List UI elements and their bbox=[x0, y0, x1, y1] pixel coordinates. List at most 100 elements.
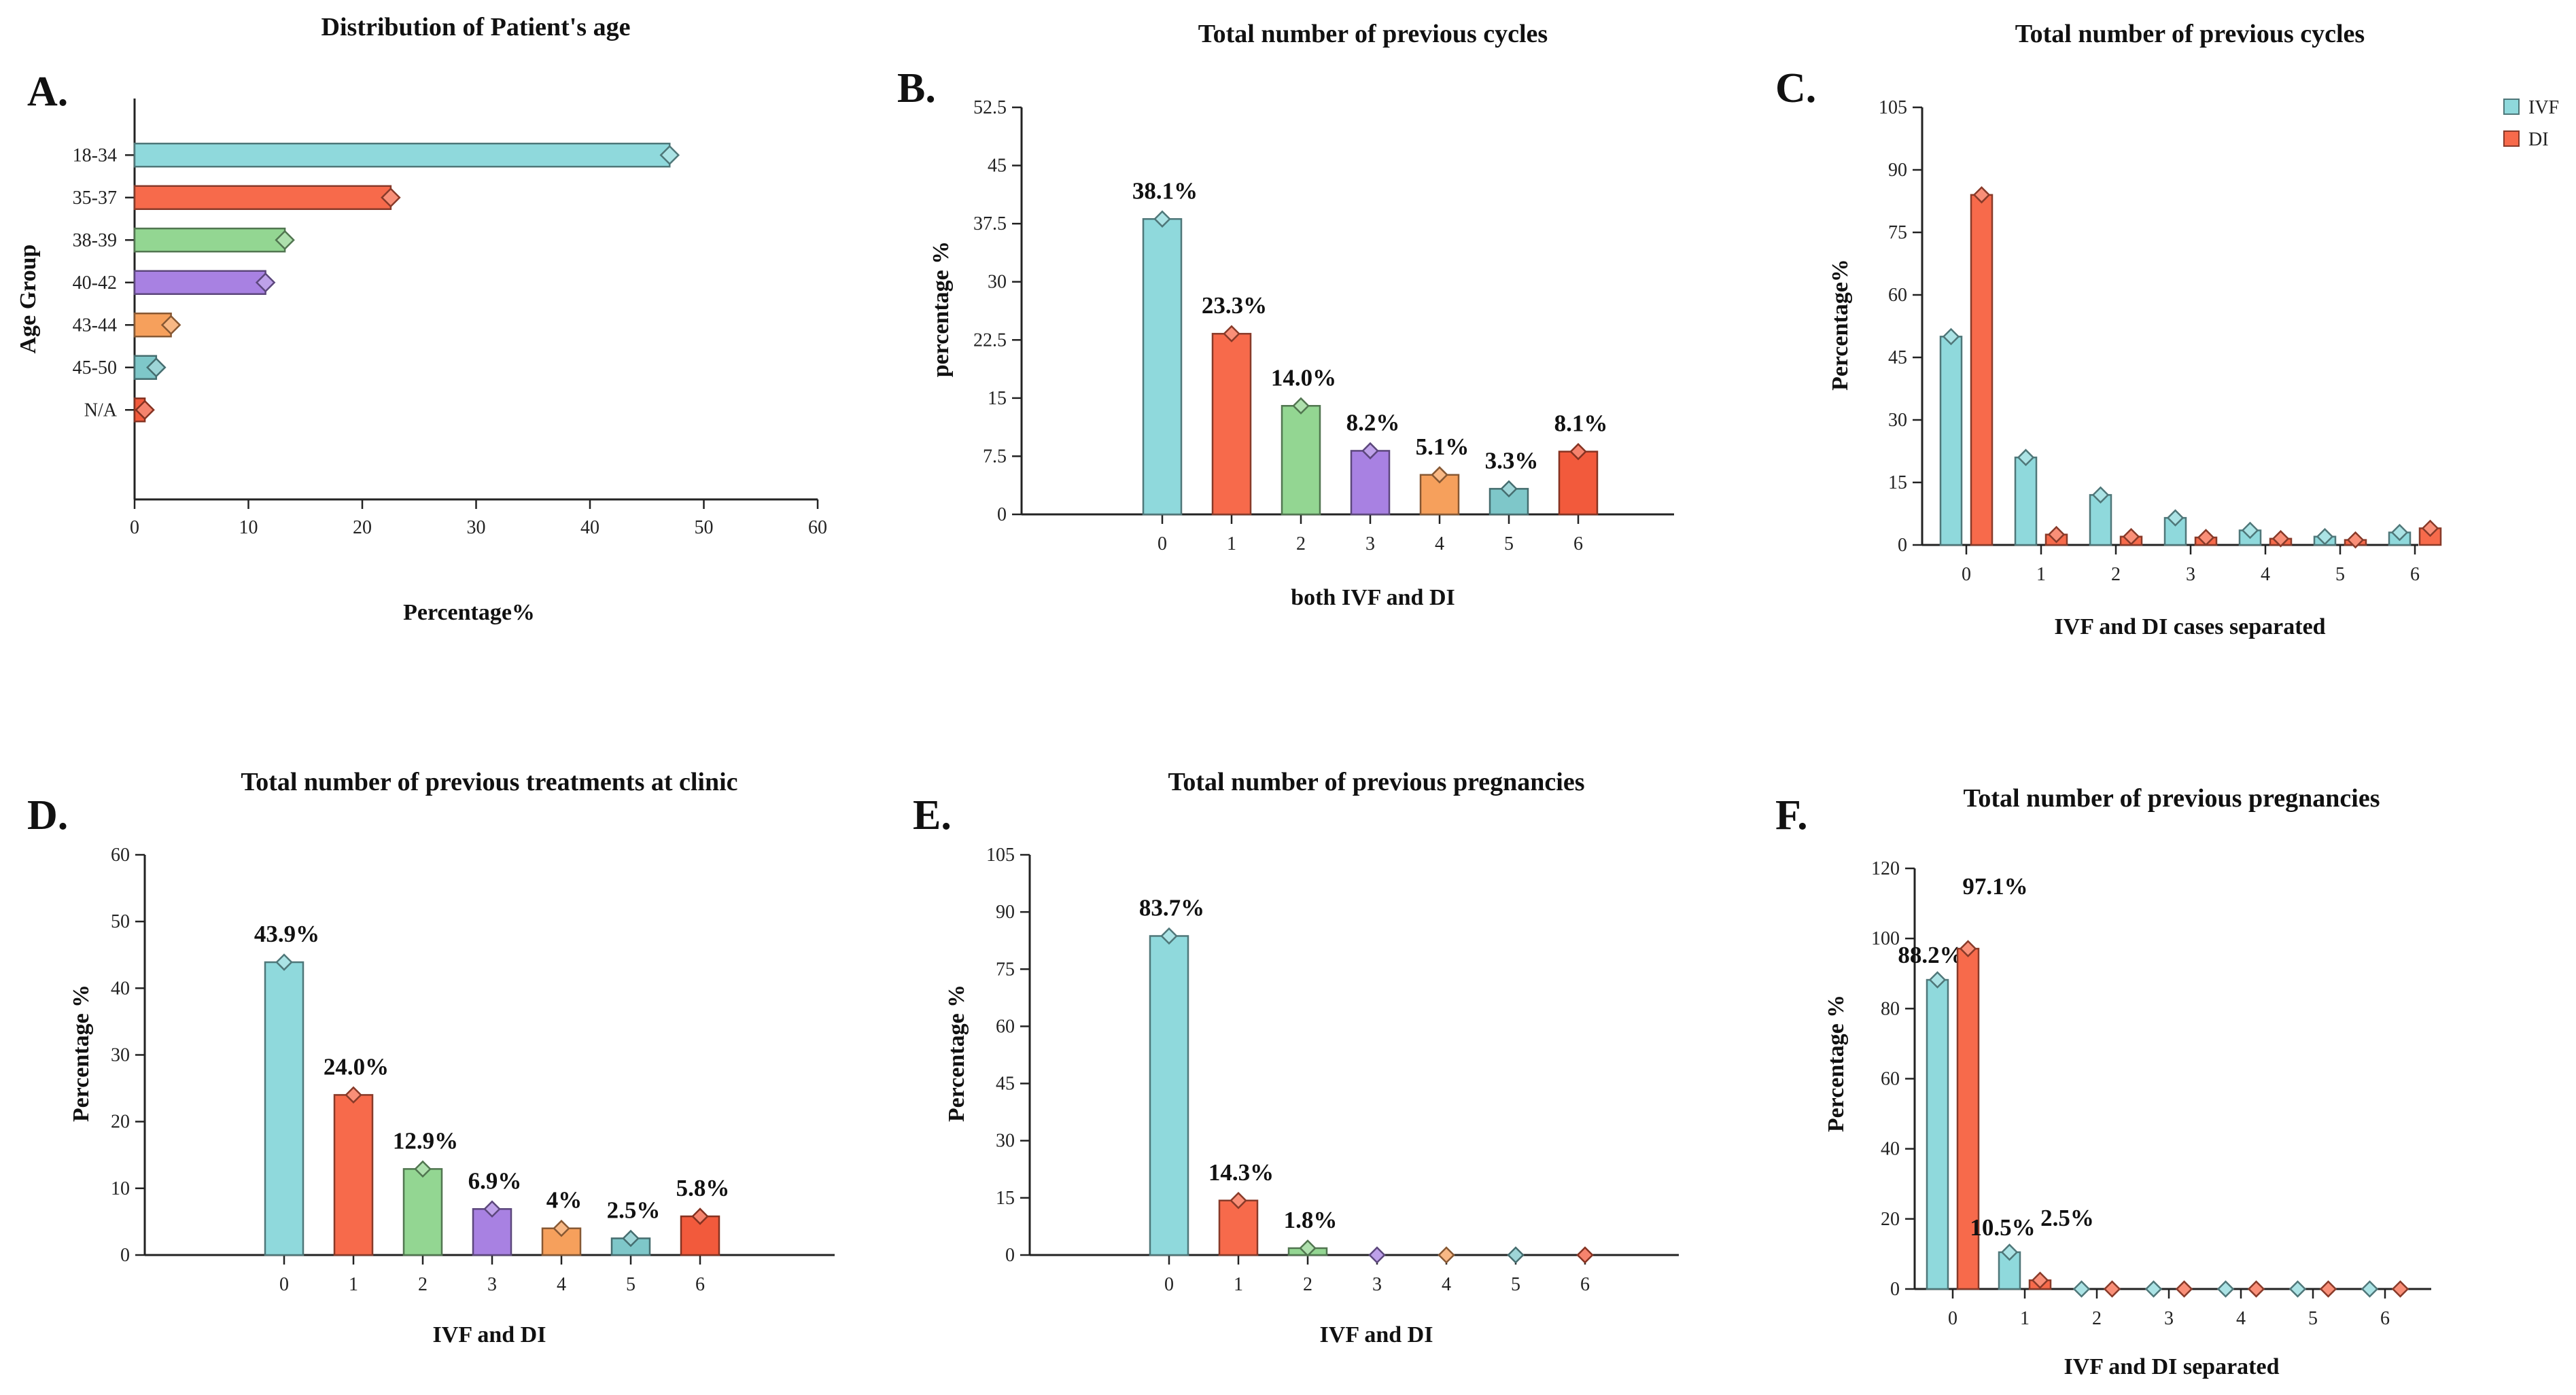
bar-ivf bbox=[1926, 978, 1949, 1290]
y-tick-label: 90 bbox=[1888, 160, 1907, 181]
chart-title: Distribution of Patient's age bbox=[321, 13, 631, 41]
x-tick-label: 6 bbox=[2410, 564, 2420, 585]
y-tick-label: 120 bbox=[1871, 858, 1900, 879]
bar bbox=[1142, 218, 1183, 516]
x-tick-label: 5 bbox=[1511, 1274, 1520, 1295]
bar-marker-ivf bbox=[2166, 509, 2185, 527]
x-axis-label: IVF and DI cases separated bbox=[2054, 614, 2325, 639]
bar-marker bbox=[381, 187, 401, 208]
y-tick-label: 0 bbox=[120, 1245, 130, 1266]
y-tick-label: 30 bbox=[1888, 410, 1907, 431]
data-label: 6.9% bbox=[468, 1167, 522, 1194]
chart-title: Total number of previous treatments at c… bbox=[241, 768, 737, 796]
bar-marker-ivf bbox=[2072, 1280, 2091, 1298]
bar-marker bbox=[691, 1207, 709, 1225]
bar-marker bbox=[483, 1200, 501, 1218]
x-tick-label: 3 bbox=[2186, 564, 2195, 585]
y-tick-label: 20 bbox=[111, 1112, 130, 1133]
bar-marker-ivf bbox=[1942, 328, 1960, 346]
y-tick-label: 45 bbox=[1888, 347, 1907, 368]
bar-marker-di bbox=[2197, 529, 2215, 546]
y-tick-label: 10 bbox=[111, 1178, 130, 1199]
y-tick-label: 60 bbox=[1881, 1069, 1900, 1090]
bar-marker bbox=[255, 272, 276, 293]
bar bbox=[1149, 935, 1189, 1256]
y-tick-label: 0 bbox=[1005, 1245, 1015, 1266]
y-tick-label: 18-34 bbox=[73, 145, 117, 166]
bar-marker bbox=[275, 230, 295, 251]
bar-marker bbox=[1431, 466, 1448, 484]
bar bbox=[264, 961, 304, 1256]
bar-marker-di bbox=[2103, 1280, 2121, 1298]
panel-letter: B. bbox=[897, 65, 936, 111]
x-tick-label: 2 bbox=[1296, 533, 1306, 554]
x-tick-label: 0 bbox=[1948, 1308, 1957, 1329]
y-tick-label: 0 bbox=[997, 504, 1007, 525]
y-tick-label: 75 bbox=[1888, 222, 1907, 243]
y-tick-label: 105 bbox=[1879, 97, 1907, 118]
panel-letter: A. bbox=[27, 69, 68, 115]
panel-b-previous-cycles-chart: Total number of previous cycles B. both IV… bbox=[897, 20, 1674, 610]
data-label: 3.3% bbox=[1485, 447, 1539, 474]
x-tick-label: 4 bbox=[1442, 1274, 1451, 1295]
bar-marker-ivf bbox=[2000, 1243, 2019, 1261]
bar-marker bbox=[1230, 1192, 1247, 1209]
chart-title: Total number of previous cycles bbox=[1198, 20, 1548, 48]
y-tick-label: 22.5 bbox=[973, 330, 1007, 351]
bar-marker bbox=[1569, 442, 1587, 461]
panel-letter: F. bbox=[1775, 792, 1808, 838]
x-tick-label: 50 bbox=[695, 517, 714, 538]
bar-marker-di bbox=[2391, 1280, 2409, 1298]
x-tick-label: 30 bbox=[467, 517, 486, 538]
bar-marker-ivf bbox=[2017, 448, 2035, 466]
bar-marker-ivf bbox=[2288, 1280, 2307, 1298]
bar bbox=[133, 185, 392, 210]
bar-marker-ivf bbox=[2091, 486, 2110, 504]
legend-swatch-ivf bbox=[2503, 99, 2520, 115]
bar-marker bbox=[1507, 1246, 1525, 1264]
y-tick-label: 45 bbox=[996, 1074, 1015, 1095]
bar bbox=[333, 1094, 374, 1256]
bar-marker-ivf bbox=[1928, 971, 1947, 989]
bar bbox=[1558, 451, 1599, 516]
x-tick-label: 1 bbox=[1234, 1274, 1243, 1295]
bar-marker bbox=[1500, 480, 1518, 498]
chart-title: Total number of previous pregnancies bbox=[1168, 768, 1584, 796]
legend-label-ivf: IVF bbox=[2528, 97, 2559, 118]
bar-marker bbox=[414, 1160, 432, 1178]
panel-letter: E. bbox=[913, 792, 952, 838]
bar bbox=[402, 1168, 443, 1256]
x-tick-label: 0 bbox=[1158, 533, 1167, 554]
data-label: 38.1% bbox=[1132, 177, 1198, 204]
data-label: 8.1% bbox=[1554, 410, 1608, 437]
y-tick-label: 15 bbox=[988, 388, 1007, 409]
data-label: 8.2% bbox=[1346, 409, 1400, 436]
bar-marker-di bbox=[2319, 1280, 2337, 1298]
x-tick-label: 60 bbox=[808, 517, 827, 538]
bar-marker bbox=[1223, 325, 1240, 342]
panel-d-previous-treatments-chart: Total number of previous treatments at c… bbox=[27, 768, 835, 1347]
y-tick-label: 40 bbox=[111, 978, 130, 999]
x-tick-label: 5 bbox=[2335, 564, 2345, 585]
data-label: 88.2% bbox=[1898, 942, 1963, 968]
x-tick-label: 4 bbox=[557, 1274, 566, 1295]
bar bbox=[472, 1208, 512, 1256]
x-tick-label: 0 bbox=[1962, 564, 1971, 585]
bar bbox=[133, 228, 286, 253]
chart-title: Total number of previous pregnancies bbox=[1963, 784, 2380, 813]
legend-label-di: DI bbox=[2528, 129, 2549, 150]
bar-marker-di bbox=[2175, 1280, 2193, 1298]
data-label: 2.5% bbox=[607, 1197, 661, 1223]
x-tick-label: 2 bbox=[1303, 1274, 1312, 1295]
y-tick-label: 35-37 bbox=[73, 188, 117, 209]
y-tick-label: 60 bbox=[996, 1016, 1015, 1037]
data-label: 5.8% bbox=[676, 1175, 730, 1201]
bar-marker-ivf bbox=[2390, 523, 2409, 542]
bar-marker bbox=[659, 145, 680, 166]
x-tick-label: 6 bbox=[1573, 533, 1583, 554]
data-label: 83.7% bbox=[1139, 894, 1204, 921]
y-tick-label: 52.5 bbox=[973, 97, 1007, 118]
data-label: 10.5% bbox=[1970, 1214, 2035, 1241]
bar-ivf bbox=[2014, 456, 2038, 546]
